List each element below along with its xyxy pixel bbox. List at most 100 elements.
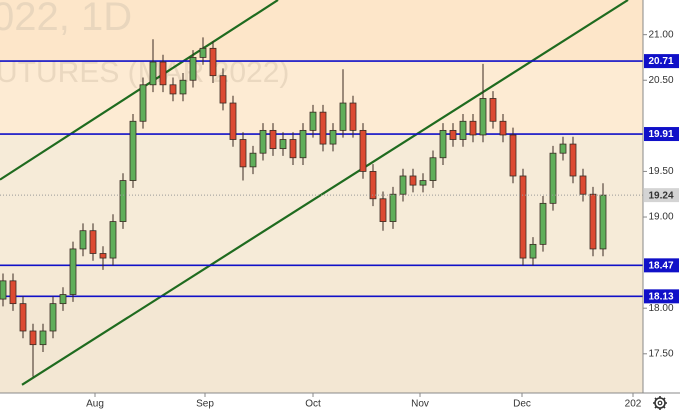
- candle-body-down: [319, 111, 327, 145]
- candle-body-up: [539, 202, 547, 245]
- candle-body-up: [199, 47, 207, 58]
- zone: [0, 296, 643, 393]
- candle-body-down: [29, 330, 37, 346]
- level-label-box: [644, 54, 679, 69]
- x-tick-label: Aug: [86, 399, 104, 410]
- candle-body-up: [259, 129, 267, 154]
- candle-body-up: [549, 152, 557, 204]
- y-tick-label: 18.00: [648, 303, 673, 314]
- y-tick-label: 19.00: [648, 212, 673, 223]
- candle-body-up: [439, 129, 447, 159]
- bands: [0, 0, 643, 393]
- candle-body-down: [99, 253, 107, 259]
- candle-body-up: [0, 280, 7, 300]
- candle-body-down: [569, 143, 577, 177]
- candle-body-down: [359, 129, 367, 172]
- price-axis: [643, 0, 680, 414]
- last-price-box: [644, 188, 679, 203]
- zone: [0, 0, 643, 62]
- trend-line: [21, 0, 629, 386]
- candle-body-up: [389, 193, 397, 222]
- candle-body-up: [529, 243, 537, 259]
- candle-body-up: [419, 180, 427, 186]
- gear-center: [657, 400, 663, 406]
- x-tick-label: Nov: [411, 399, 429, 410]
- candle-body-up: [299, 129, 307, 159]
- axes: 17.50 18.00 19.00 19.50 20.50 21.00 Aug Sep Oct N…: [86, 29, 679, 410]
- candle-body-down: [159, 61, 167, 86]
- candle-body-down: [169, 84, 177, 95]
- candle-body-down: [379, 198, 387, 222]
- candle-body-down: [469, 120, 477, 136]
- candle-body-up: [339, 102, 347, 131]
- candle-body-up: [79, 230, 87, 250]
- trend-line: [0, 0, 279, 181]
- candle-body-up: [189, 57, 197, 81]
- y-tick-label: 17.50: [648, 348, 673, 359]
- candle-body-down: [369, 171, 377, 200]
- level-label-box: [644, 258, 679, 273]
- candle-body-up: [459, 120, 467, 140]
- candle-body-down: [219, 75, 227, 104]
- level-label: 19.91: [648, 129, 673, 140]
- level-label-box: [644, 289, 679, 304]
- candle-body-down: [499, 120, 507, 136]
- gear-teeth: [653, 396, 667, 410]
- candle-body-up: [39, 330, 47, 346]
- candle-body-down: [519, 175, 527, 259]
- candle-body-down: [589, 193, 597, 250]
- x-tick-label: Sep: [196, 399, 214, 410]
- candle-body-up: [599, 194, 607, 250]
- level-label: 20.71: [648, 56, 673, 67]
- candle-body-down: [9, 280, 17, 305]
- candle-body-up: [429, 157, 437, 181]
- candle-body-down: [239, 139, 247, 168]
- candle-body-down: [269, 129, 277, 150]
- candle-body-up: [129, 120, 137, 181]
- candle-body-up: [139, 84, 147, 122]
- plot: [0, 0, 643, 386]
- candle-body-down: [579, 175, 587, 195]
- zone: [0, 134, 643, 266]
- candle-body-down: [449, 129, 457, 140]
- level-label: 18.47: [648, 260, 673, 271]
- candle-body-down: [229, 102, 237, 140]
- y-tick-label: 21.00: [648, 29, 673, 40]
- candle-body-up: [399, 175, 407, 195]
- candle-body-up: [179, 79, 187, 95]
- candle-body-up: [479, 98, 487, 136]
- y-tick-label: 20.50: [648, 75, 673, 86]
- last-price-label: 19.24: [648, 190, 673, 201]
- y-tick-label: 19.50: [648, 166, 673, 177]
- candle-body-up: [109, 221, 117, 259]
- candle-body-down: [289, 139, 297, 159]
- level-label: 18.13: [648, 291, 673, 302]
- candle-body-down: [349, 102, 357, 131]
- candle-body-down: [509, 134, 517, 177]
- time-axis: [0, 393, 680, 414]
- candle-body-down: [489, 98, 497, 122]
- x-tick-label: 202: [625, 399, 642, 410]
- candle-body-up: [559, 143, 567, 154]
- watermark-symbol: 022, 1D: [0, 0, 132, 39]
- settings-button[interactable]: [653, 396, 667, 410]
- candle-body-up: [249, 152, 257, 168]
- candle-body-down: [19, 303, 27, 332]
- candle-body-up: [59, 294, 67, 305]
- zone: [0, 265, 643, 297]
- candle-body-down: [209, 47, 217, 77]
- candle-body-down: [409, 175, 417, 186]
- x-tick-label: Dec: [513, 399, 531, 410]
- x-tick-label: Oct: [305, 399, 321, 410]
- level-label-box: [644, 127, 679, 142]
- candle-body-up: [149, 61, 157, 86]
- candle-body-up: [49, 303, 57, 332]
- candle-body-up: [309, 111, 317, 131]
- candle-body-up: [279, 139, 287, 150]
- candle-body-up: [69, 248, 77, 295]
- candle-body-up: [329, 129, 337, 145]
- candle-body-up: [119, 180, 127, 222]
- candle-body-down: [89, 230, 97, 254]
